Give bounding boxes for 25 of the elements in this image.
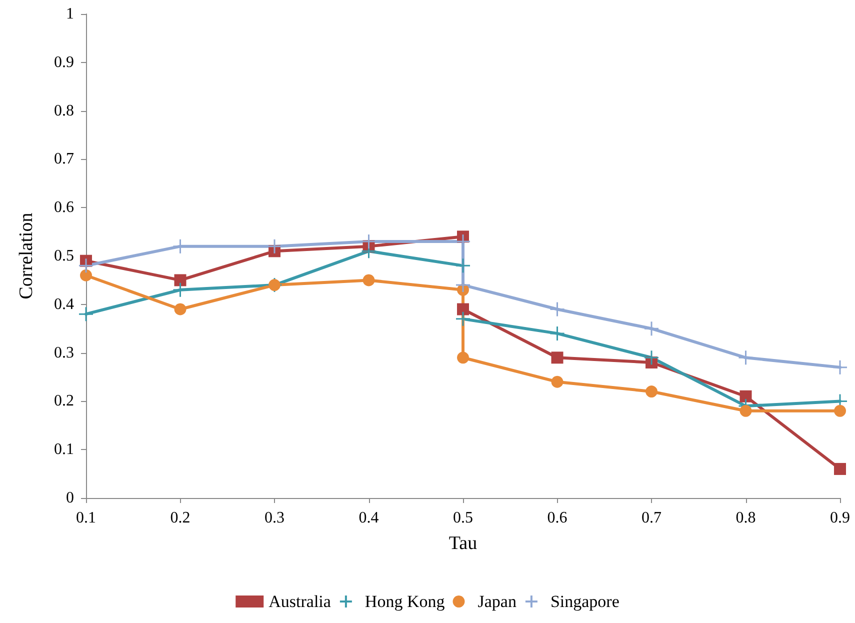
x-tick-label: 0.6: [547, 510, 568, 526]
legend-label: Japan: [478, 592, 517, 611]
x-tick-label: 0.7: [642, 510, 662, 526]
y-tick-label: 0: [66, 490, 74, 506]
x-tick-label: 0.3: [264, 510, 284, 526]
y-tick-label: 0.2: [54, 392, 74, 410]
y-tick-label: 1: [66, 6, 74, 22]
x-tick-label: 0.2: [170, 510, 190, 526]
x-tick-label: 0.9: [830, 510, 850, 526]
x-tick-label: 0.5: [453, 510, 473, 526]
y-tick-label: 0.7: [54, 150, 74, 168]
x-tick-label: 0.8: [736, 510, 756, 526]
legend-label: Hong Kong: [364, 592, 446, 611]
y-tick-label: 0.5: [54, 248, 74, 264]
legend-label: Australia: [268, 592, 332, 611]
y-tick-label: 0.6: [54, 199, 74, 216]
x-axis-title: Tau: [448, 533, 478, 554]
y-tick-label: 0.9: [54, 54, 74, 71]
y-axis-title: Correlation: [16, 212, 37, 300]
y-tick-label: 0.8: [54, 102, 74, 120]
legend-label: Singapore: [550, 592, 620, 611]
y-tick-label: 0.1: [54, 441, 74, 458]
y-tick-label: 0.4: [54, 296, 74, 313]
y-tick-label: 0.3: [54, 344, 74, 362]
x-tick-label: 0.4: [358, 510, 379, 526]
